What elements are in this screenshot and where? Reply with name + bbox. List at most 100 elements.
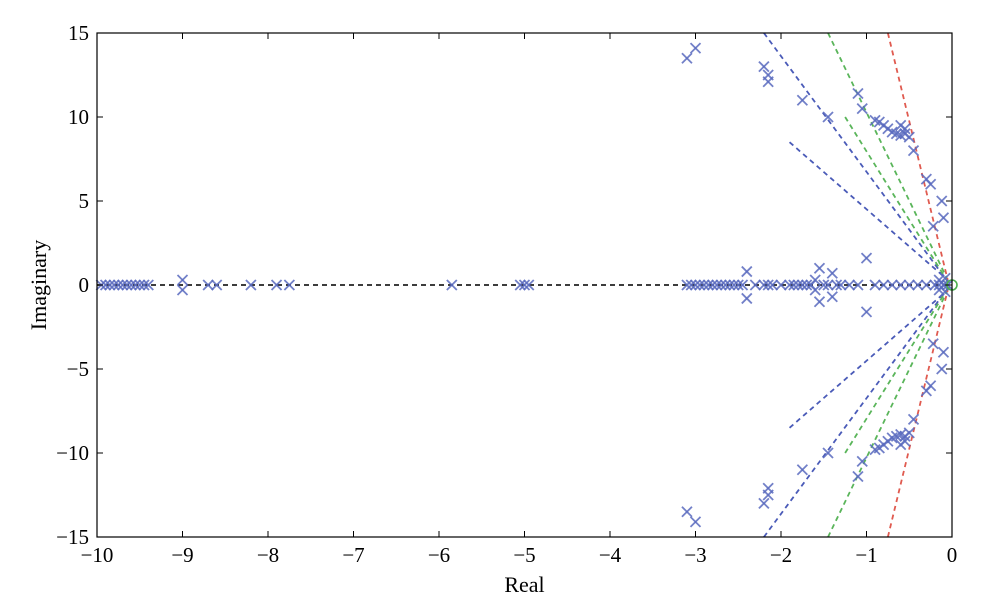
pole-marker (741, 292, 753, 305)
pole-marker (689, 516, 702, 528)
pole-marker (796, 464, 809, 476)
pole-marker (920, 279, 932, 291)
y-tick-label: −10 (56, 441, 89, 465)
pole-marker (681, 52, 693, 64)
pole-marker (758, 497, 770, 510)
pole-marker (809, 284, 821, 296)
pole-marker (762, 76, 774, 88)
pole-marker (809, 274, 821, 286)
reference-line-2 (788, 141, 949, 281)
reference-line-5 (827, 289, 949, 538)
pole-marker (852, 470, 864, 483)
pole-marker (813, 262, 826, 274)
y-tick-label: 15 (68, 21, 89, 45)
reference-line-7 (844, 287, 949, 454)
pole-marker (877, 279, 890, 291)
pole-marker (818, 279, 830, 291)
pole-marker (121, 279, 133, 291)
pole-marker (211, 279, 223, 291)
pole-marker (936, 363, 948, 375)
pole-marker (886, 279, 898, 291)
pole-marker (903, 279, 915, 291)
pole-marker (796, 279, 809, 291)
pole-marker (843, 279, 856, 291)
pole-marker (176, 284, 189, 296)
pole-marker (924, 380, 937, 392)
x-tick-label: −1 (855, 543, 877, 567)
pole-marker (835, 279, 847, 291)
pole-marker (937, 212, 950, 224)
pole-marker (856, 455, 868, 468)
pole-marker (762, 279, 774, 291)
reference-line-1 (763, 287, 949, 538)
pole-marker (852, 87, 864, 100)
x-tick-label: −10 (81, 543, 114, 567)
pole-marker (112, 279, 125, 291)
pole-marker (927, 338, 939, 350)
pole-marker (783, 279, 796, 291)
x-tick-label: −8 (257, 543, 279, 567)
pole-marker (732, 279, 744, 291)
pole-marker (202, 279, 214, 291)
y-tick-label: 10 (68, 105, 89, 129)
pole-marker (822, 447, 834, 459)
y-tick-label: 0 (79, 273, 90, 297)
pole-marker (176, 274, 189, 286)
pole-marker (903, 131, 915, 143)
pole-marker (142, 279, 154, 291)
pole-marker (681, 506, 693, 518)
reference-line-4 (827, 32, 949, 281)
pole-marker (788, 279, 800, 291)
x-tick-label: −2 (770, 543, 792, 567)
reference-line-6 (844, 116, 949, 283)
pole-marker (514, 279, 526, 291)
pole-marker (446, 279, 458, 291)
pole-marker (129, 279, 142, 291)
pole-marker (134, 279, 146, 291)
pole-marker (801, 279, 813, 291)
pole-marker (766, 279, 779, 291)
pole-marker (108, 279, 120, 291)
pole-marker (927, 220, 939, 232)
pole-marker (694, 279, 706, 291)
reference-line-9 (887, 289, 949, 538)
pole-marker (895, 279, 907, 291)
pole-marker (822, 111, 834, 123)
pole-marker (813, 296, 826, 308)
x-tick-label: −3 (684, 543, 706, 567)
pole-marker (685, 279, 697, 291)
pole-marker (924, 178, 937, 190)
pole-marker (99, 279, 112, 291)
pole-marker (762, 482, 774, 494)
pole-marker (826, 291, 838, 303)
pole-marker (270, 279, 283, 291)
pole-marker (138, 279, 150, 291)
pole-marker (104, 279, 116, 291)
pole-marker (689, 279, 702, 291)
marks-layer (95, 42, 958, 528)
pole-marker (706, 279, 719, 291)
pole-marker (907, 144, 920, 157)
pole-marker (719, 279, 732, 291)
pole-marker (749, 279, 761, 291)
x-tick-label: 0 (947, 543, 958, 567)
pole-marker (937, 346, 950, 358)
x-axis-label: Real (504, 572, 544, 597)
x-tick-label: −9 (171, 543, 193, 567)
pole-marker (899, 435, 911, 447)
pole-marker (518, 279, 531, 291)
y-axis-label: Imaginary (26, 240, 51, 330)
pole-marker (856, 102, 868, 115)
pole-marker (125, 279, 137, 291)
x-tick-label: −7 (342, 543, 364, 567)
pole-marker (852, 279, 864, 291)
pole-marker (283, 279, 296, 291)
pole-marker (715, 279, 727, 291)
pole-marker (523, 279, 535, 291)
pole-marker (724, 279, 736, 291)
pole-marker (728, 279, 740, 291)
pole-marker (869, 279, 881, 291)
pole-marker (912, 279, 924, 291)
